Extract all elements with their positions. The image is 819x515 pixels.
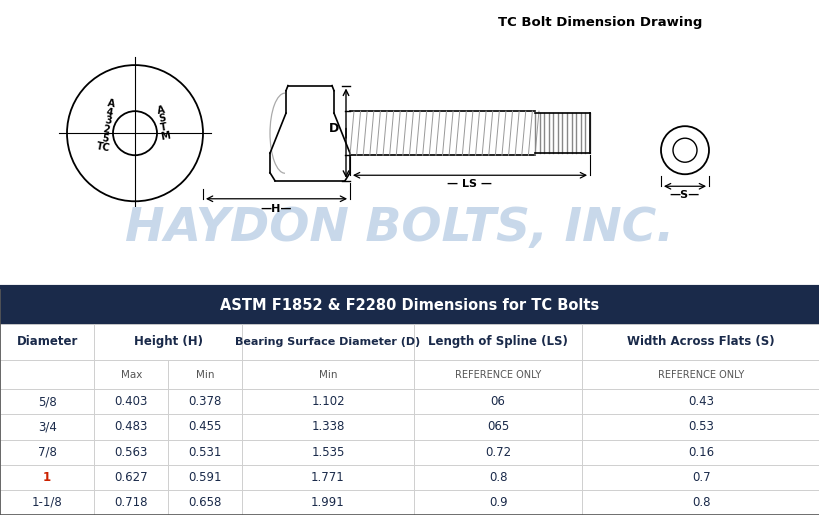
Text: D: D [328,122,339,135]
Bar [581,465,819,490]
Bar [94,465,168,490]
Text: 1.535: 1.535 [311,445,344,459]
Text: Diameter: Diameter [16,335,78,348]
Text: Bearing Surface Diameter (D): Bearing Surface Diameter (D) [235,337,420,347]
Text: REFERENCE ONLY: REFERENCE ONLY [455,369,541,380]
Bar [0,439,94,465]
Bar [581,490,819,515]
Bar [0,360,94,389]
Bar [242,439,414,465]
Bar [0,465,94,490]
Bar [94,323,242,360]
Text: 1.991: 1.991 [310,496,345,509]
Text: 1.338: 1.338 [311,420,344,434]
Circle shape [660,126,708,174]
Bar [581,439,819,465]
Bar [414,439,581,465]
Text: 0.658: 0.658 [188,496,221,509]
Text: 1: 1 [43,471,51,484]
Text: 0.531: 0.531 [188,445,221,459]
Text: 0.403: 0.403 [115,396,147,408]
Circle shape [113,111,156,155]
Text: Min: Min [196,369,214,380]
Text: A
4
3
2
5
TC: A 4 3 2 5 TC [95,97,119,153]
Bar [414,389,581,415]
Bar [242,389,414,415]
Bar [94,490,168,515]
Text: 7/8: 7/8 [38,445,57,459]
Text: 3/4: 3/4 [38,420,57,434]
Bar [242,490,414,515]
Text: 0.591: 0.591 [188,471,221,484]
Bar [94,389,168,415]
Text: 0.455: 0.455 [188,420,221,434]
Bar [168,490,242,515]
Bar [0,490,94,515]
Bar [581,415,819,439]
Text: TC Bolt Dimension Drawing: TC Bolt Dimension Drawing [497,16,701,29]
Text: Length of Spline (LS): Length of Spline (LS) [428,335,568,348]
Text: 5/8: 5/8 [38,396,57,408]
Text: 0.53: 0.53 [687,420,713,434]
Bar [94,439,168,465]
Text: Height (H): Height (H) [133,335,202,348]
Text: 0.43: 0.43 [687,396,713,408]
Bar [581,323,819,360]
Bar [168,415,242,439]
Text: 065: 065 [486,420,509,434]
Text: 0.8: 0.8 [691,496,709,509]
Text: 0.378: 0.378 [188,396,221,408]
Bar [581,389,819,415]
Text: 0.483: 0.483 [115,420,147,434]
Bar [168,465,242,490]
Text: Min: Min [319,369,337,380]
Text: 0.8: 0.8 [488,471,507,484]
Bar [414,465,581,490]
Text: REFERENCE ONLY: REFERENCE ONLY [657,369,744,380]
Bar [168,360,242,389]
Bar [0,323,94,360]
Bar [414,415,581,439]
Text: Width Across Flats (S): Width Across Flats (S) [627,335,774,348]
Text: A
S
T
M: A S T M [155,105,170,142]
Bar [414,360,581,389]
Text: 0.627: 0.627 [114,471,148,484]
Text: 0.9: 0.9 [488,496,507,509]
Bar [414,490,581,515]
Text: Max: Max [120,369,142,380]
Text: — LS —: — LS — [447,179,492,189]
Circle shape [672,138,696,162]
Bar [0,415,94,439]
Bar [242,360,414,389]
Text: 0.563: 0.563 [115,445,147,459]
Text: 1.771: 1.771 [310,471,345,484]
Text: 0.718: 0.718 [115,496,147,509]
Bar [414,323,581,360]
Text: 0.7: 0.7 [691,471,709,484]
Bar [242,323,414,360]
Text: HAYDON BOLTS, INC.: HAYDON BOLTS, INC. [125,206,674,251]
Text: 0.72: 0.72 [485,445,510,459]
Text: 1.102: 1.102 [310,396,345,408]
Text: 06: 06 [490,396,505,408]
Bar [168,389,242,415]
Bar [581,360,819,389]
Bar [0,288,819,323]
Bar [168,439,242,465]
Bar [242,465,414,490]
Circle shape [67,65,203,201]
Bar [0,389,94,415]
Bar [94,415,168,439]
Text: ASTM F1852 & F2280 Dimensions for TC Bolts: ASTM F1852 & F2280 Dimensions for TC Bol… [220,299,599,314]
Text: 1-1/8: 1-1/8 [32,496,62,509]
Bar [94,360,168,389]
Text: —H—: —H— [260,204,292,214]
Text: —S—: —S— [669,190,699,200]
Bar [242,415,414,439]
Text: 0.16: 0.16 [687,445,713,459]
